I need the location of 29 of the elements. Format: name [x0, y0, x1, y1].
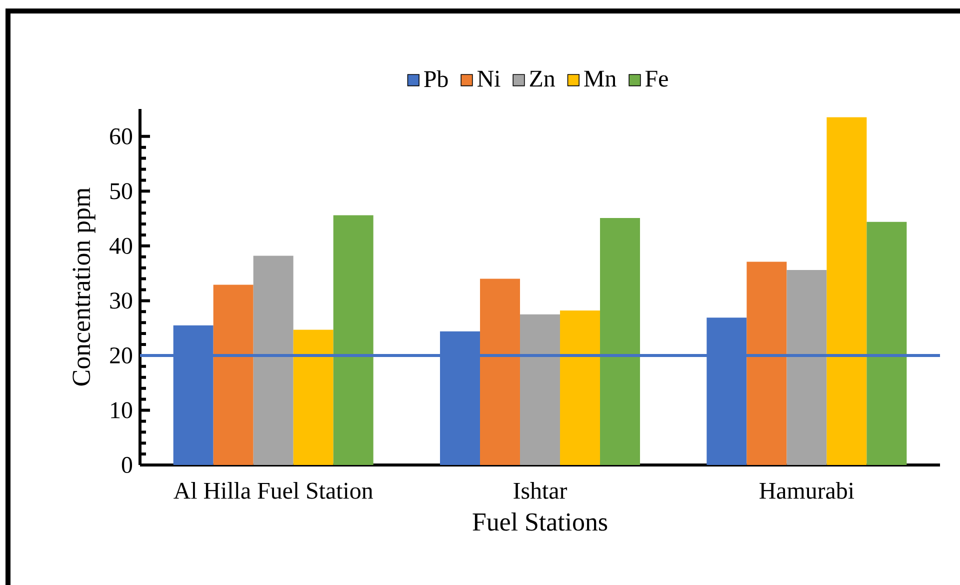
y-tick-label: 40 [110, 238, 132, 254]
y-tick-label: 50 [110, 183, 132, 200]
x-tick-label: Hamurabi [760, 482, 854, 499]
legend-label: Pb [424, 70, 448, 88]
bar [786, 270, 827, 465]
bar [213, 284, 254, 465]
bar [600, 218, 640, 465]
y-tick-label: 60 [110, 128, 132, 144]
bar [253, 256, 294, 465]
legend-label: Zn [530, 70, 556, 86]
bar [826, 117, 867, 465]
y-axis-title: Concentration ppm [72, 188, 96, 386]
x-tick-label: Al Hilla Fuel Station [174, 482, 373, 499]
legend-label: Fe [645, 70, 668, 87]
bar [746, 262, 787, 465]
y-tick-label: 30 [110, 292, 132, 309]
bar [333, 215, 374, 465]
y-tick-label: 20 [110, 347, 132, 364]
bar [560, 310, 600, 465]
legend-label: Ni [477, 70, 500, 87]
bar [520, 314, 560, 465]
bar [866, 222, 907, 465]
x-tick-label: Ishtar [514, 482, 568, 499]
bar [293, 330, 334, 465]
x-axis-title: Fuel Stations [472, 512, 608, 531]
y-tick-label: 0 [122, 456, 132, 474]
bar [480, 278, 520, 465]
y-tick-label: 10 [111, 402, 132, 418]
legend-label: Mn [584, 70, 616, 86]
